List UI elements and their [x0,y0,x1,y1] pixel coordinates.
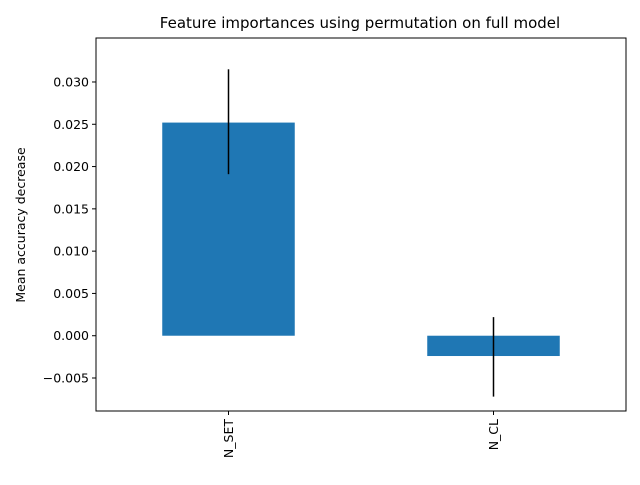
x-ticks-group: N_SET N_CL [221,411,501,458]
axes-frame [95,37,627,412]
y-axis-label: Mean accuracy decrease [13,147,28,303]
y-tick-label: 0.020 [53,159,89,174]
error-bars-group [227,69,495,397]
bars-group [162,122,560,357]
y-tick-label: 0.015 [53,201,89,216]
y-ticks-group: −0.005 0.000 0.005 0.010 0.015 0.020 0.025 0.03… [43,74,96,386]
y-tick-label: −0.005 [43,371,89,386]
y-tick-label: 0.010 [53,244,89,259]
chart-title: Feature importances using permutation on… [160,14,560,32]
y-tick-label: 0.025 [53,117,89,132]
axes-group [95,37,627,412]
y-tick-label: 0.005 [53,286,89,301]
y-tick-label: 0.030 [53,74,89,89]
x-tick-label: N_SET [221,419,236,458]
x-tick-label: N_CL [486,419,501,450]
y-tick-label: 0.000 [53,328,89,343]
